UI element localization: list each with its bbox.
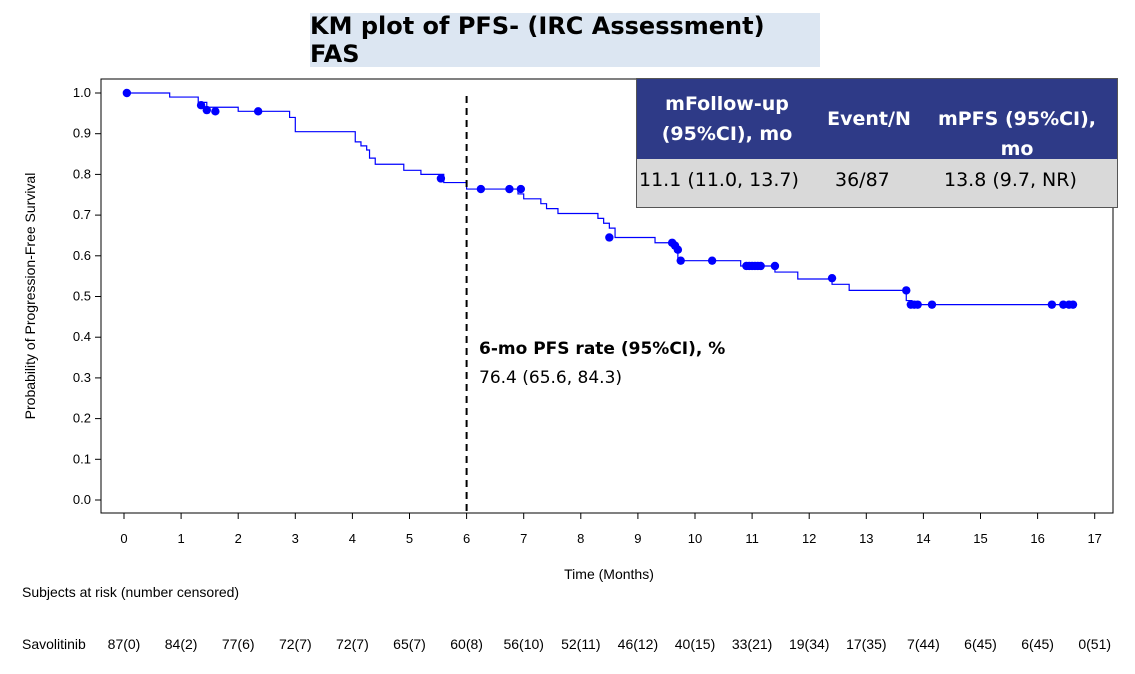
x-tick-label: 17 [1087,531,1101,546]
risk-value: 6(45) [964,636,997,652]
y-tick-label: 0.1 [73,451,91,466]
risk-value: 65(7) [393,636,426,652]
y-tick-label: 1.0 [73,85,91,100]
header-mpfs: mPFS (95%CI), mo [937,108,1097,160]
pfs-rate-label: 6-mo PFS rate (95%CI), % [479,339,726,359]
risk-group-label: Savolitinib [22,636,86,652]
risk-value: 19(34) [788,636,830,652]
censor-mark [476,184,486,194]
risk-value: 87(0) [107,636,141,652]
x-tick-label: 12 [802,531,816,546]
x-tick-label: 5 [406,531,413,546]
risk-value: 60(8) [450,636,483,652]
risk-value: 0(51) [1078,636,1112,652]
y-tick-label: 0.2 [73,411,91,426]
risk-table-header: Subjects at risk (number censored) [22,584,240,600]
x-tick-label: 7 [520,531,527,546]
summary-table: mFollow-up (95%CI), mo Event/N mPFS (95%… [636,78,1118,208]
censor-mark [756,261,765,271]
risk-value: 7(44) [907,636,940,652]
risk-value: 46(12) [617,636,659,652]
censor-mark [673,245,683,254]
censor-mark [707,256,717,265]
censor-mark [505,184,514,194]
header-follow-up-line2: (95%CI), mo [661,123,793,145]
y-tick-label: 0.5 [73,289,91,304]
y-tick-label: 0.6 [73,248,91,263]
risk-value: 33(21) [731,636,773,652]
value-follow-up: 11.1 (11.0, 13.7) [639,169,799,191]
risk-value: 6(45) [1021,636,1054,652]
x-tick-label: 14 [916,531,930,546]
x-tick-label: 11 [745,531,759,546]
risk-value: 72(7) [278,636,312,652]
y-tick-label: 0.9 [73,126,91,141]
x-tick-label: 2 [235,531,242,546]
y-tick-label: 0.8 [73,166,91,181]
x-tick-label: 10 [688,531,702,546]
pfs-rate-value: 76.4 (65.6, 84.3) [479,368,623,388]
risk-value: 77(6) [221,636,255,652]
censor-mark [202,105,211,115]
censor-mark [253,107,263,116]
risk-value: 84(2) [164,636,198,652]
header-follow-up: mFollow-up (95%CI), mo [637,89,817,149]
risk-value: 17(35) [846,636,887,652]
censor-mark [927,300,937,309]
x-axis-label: Time (Months) [564,566,654,582]
x-tick-label: 6 [463,531,470,546]
y-axis-label: Probability of Progression-Free Survival [22,173,38,420]
x-tick-label: 3 [292,531,299,546]
chart-title: KM plot of PFS- (IRC Assessment) FAS [310,12,765,68]
censor-mark [196,101,206,110]
y-tick-label: 0.0 [73,492,91,507]
value-mpfs: 13.8 (9.7, NR) [944,169,1077,191]
censor-mark [902,286,911,295]
censor-mark [770,261,780,271]
x-tick-label: 15 [973,531,987,546]
censor-mark [676,256,685,265]
y-tick-label: 0.4 [73,329,91,344]
title-box: KM plot of PFS- (IRC Assessment) FAS [310,12,820,68]
x-tick-label: 0 [120,531,127,546]
censor-mark [913,300,922,309]
censor-mark [1047,300,1057,309]
x-tick-label: 8 [577,531,584,546]
censor-mark [211,107,220,116]
risk-value: 72(7) [336,636,369,652]
censor-mark [605,233,614,242]
x-tick-label: 9 [634,531,641,546]
x-tick-label: 13 [859,531,873,546]
x-tick-label: 16 [1030,531,1044,546]
risk-value: 52(11) [561,636,601,652]
summary-table-header: mFollow-up (95%CI), mo Event/N mPFS (95%… [637,79,1117,160]
header-follow-up-line1: mFollow-up [665,93,789,115]
y-tick-label: 0.7 [73,207,91,222]
censor-mark [827,273,837,283]
y-tick-label: 0.3 [73,370,91,385]
censor-mark [1068,300,1078,309]
value-event-n: 36/87 [835,169,890,191]
risk-value: 40(15) [674,636,716,652]
x-tick-label: 4 [349,531,356,546]
censor-mark [516,184,526,194]
x-tick-label: 1 [177,531,184,546]
censor-mark [122,88,132,98]
header-event-n: Event/N [827,108,911,130]
censor-mark [436,174,446,183]
risk-value: 56(10) [503,636,544,652]
